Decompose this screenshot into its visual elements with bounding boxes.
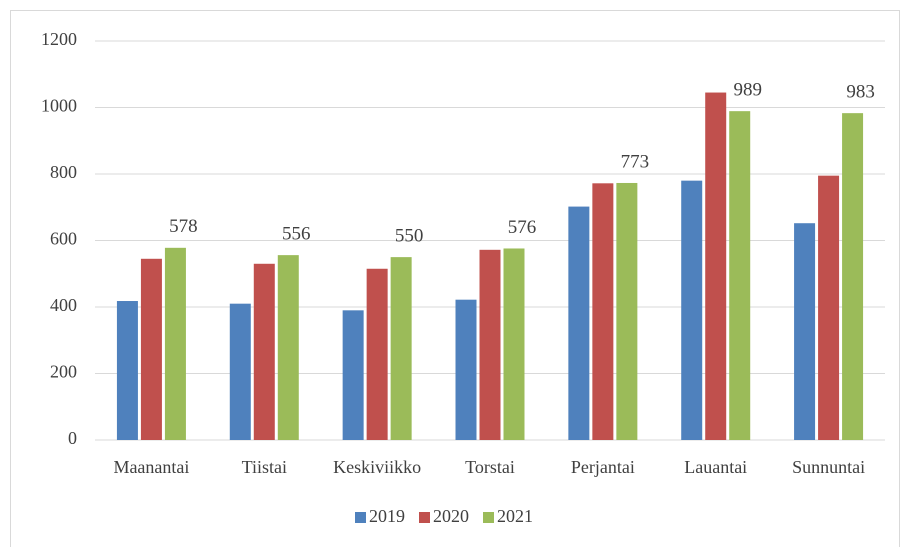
bar bbox=[681, 180, 703, 440]
legend-swatch bbox=[355, 512, 366, 523]
bar bbox=[342, 310, 364, 440]
y-tick-label: 0 bbox=[68, 428, 77, 448]
bar bbox=[568, 206, 590, 440]
data-label: 773 bbox=[621, 151, 650, 172]
bar bbox=[729, 111, 751, 440]
legend-swatch bbox=[419, 512, 430, 523]
x-tick-label: Keskiviikko bbox=[333, 457, 421, 477]
bar bbox=[253, 263, 275, 440]
x-tick-label: Perjantai bbox=[571, 457, 635, 477]
y-tick-label: 600 bbox=[50, 229, 77, 249]
bar bbox=[116, 301, 138, 440]
x-tick-label: Sunnuntai bbox=[792, 457, 865, 477]
x-tick-label: Lauantai bbox=[684, 457, 747, 477]
bar bbox=[705, 92, 727, 440]
chart-frame bbox=[10, 10, 900, 547]
bar bbox=[503, 248, 525, 440]
bar bbox=[794, 223, 816, 440]
data-label: 556 bbox=[282, 223, 311, 244]
x-tick-label: Tiistai bbox=[242, 457, 287, 477]
y-tick-label: 1200 bbox=[41, 29, 77, 49]
data-label: 983 bbox=[846, 82, 875, 103]
bar bbox=[479, 249, 501, 440]
bar bbox=[592, 183, 614, 440]
bar bbox=[390, 257, 412, 440]
x-tick-label: Torstai bbox=[465, 457, 515, 477]
bar bbox=[164, 247, 186, 440]
bar bbox=[229, 303, 251, 440]
y-tick-label: 400 bbox=[50, 295, 77, 315]
data-label: 578 bbox=[169, 216, 198, 237]
x-tick-label: Maanantai bbox=[113, 457, 189, 477]
legend-label: 2020 bbox=[433, 506, 469, 526]
bar bbox=[818, 175, 840, 440]
y-tick-label: 800 bbox=[50, 162, 77, 182]
data-label: 576 bbox=[508, 217, 537, 238]
legend-swatch bbox=[483, 512, 494, 523]
bar bbox=[366, 268, 388, 440]
legend-label: 2019 bbox=[369, 506, 405, 526]
bar bbox=[616, 182, 638, 441]
bar bbox=[842, 113, 864, 440]
bar bbox=[277, 255, 299, 440]
data-label: 550 bbox=[395, 225, 424, 246]
data-label: 989 bbox=[733, 80, 762, 101]
y-tick-label: 200 bbox=[50, 362, 77, 382]
legend-label: 2021 bbox=[497, 506, 533, 526]
y-tick-label: 1000 bbox=[41, 96, 77, 116]
bar bbox=[455, 299, 477, 440]
bar bbox=[140, 258, 162, 440]
